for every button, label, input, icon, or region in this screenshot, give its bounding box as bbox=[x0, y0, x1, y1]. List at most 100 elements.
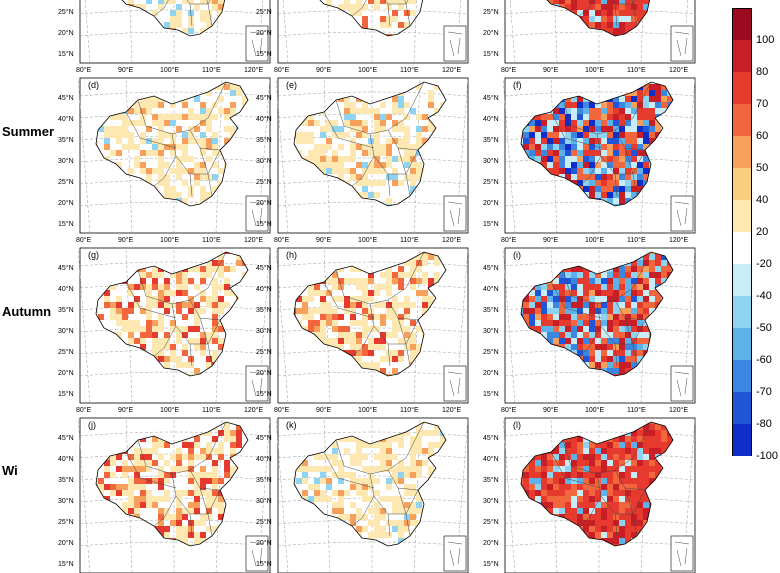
anomaly-cell bbox=[200, 10, 206, 16]
anomaly-cell bbox=[589, 10, 595, 16]
anomaly-cell bbox=[188, 138, 194, 144]
anomaly-cell bbox=[392, 278, 398, 284]
anomaly-cell bbox=[158, 356, 164, 362]
anomaly-cell bbox=[170, 168, 176, 174]
anomaly-cell bbox=[230, 108, 236, 114]
anomaly-cell bbox=[380, 344, 386, 350]
anomaly-cell bbox=[230, 266, 236, 272]
anomaly-cell bbox=[583, 150, 589, 156]
anomaly-cell bbox=[206, 332, 212, 338]
anomaly-cell bbox=[158, 132, 164, 138]
anomaly-cell bbox=[625, 10, 631, 16]
anomaly-cell bbox=[158, 344, 164, 350]
anomaly-cell bbox=[637, 174, 643, 180]
anomaly-cell bbox=[619, 174, 625, 180]
anomaly-cell bbox=[607, 150, 613, 156]
anomaly-cell bbox=[188, 0, 194, 4]
anomaly-cell bbox=[338, 156, 344, 162]
anomaly-cell bbox=[607, 10, 613, 16]
anomaly-cell bbox=[583, 114, 589, 120]
anomaly-cell bbox=[559, 162, 565, 168]
anomaly-cell bbox=[332, 308, 338, 314]
anomaly-cell bbox=[577, 168, 583, 174]
latitude-label: 15°N bbox=[58, 390, 74, 398]
longitude-label: 100°E bbox=[358, 236, 377, 244]
anomaly-cell bbox=[577, 162, 583, 168]
anomaly-cell bbox=[128, 144, 134, 150]
anomaly-cell bbox=[410, 320, 416, 326]
anomaly-cell bbox=[212, 278, 218, 284]
anomaly-cell bbox=[116, 320, 122, 326]
anomaly-cell bbox=[338, 162, 344, 168]
anomaly-cell bbox=[212, 320, 218, 326]
anomaly-cell bbox=[398, 144, 404, 150]
anomaly-cell bbox=[344, 120, 350, 126]
anomaly-cell bbox=[571, 120, 577, 126]
anomaly-cell bbox=[565, 126, 571, 132]
anomaly-cell bbox=[170, 22, 176, 28]
anomaly-cell bbox=[200, 0, 206, 4]
anomaly-cell bbox=[619, 4, 625, 10]
anomaly-cell bbox=[134, 326, 140, 332]
anomaly-cell bbox=[637, 126, 643, 132]
anomaly-cell bbox=[553, 0, 559, 4]
anomaly-cell bbox=[655, 126, 661, 132]
south-china-sea-inset bbox=[671, 196, 693, 231]
anomaly-cell bbox=[601, 168, 607, 174]
anomaly-cell bbox=[655, 102, 661, 108]
latitude-label: 20°N bbox=[256, 369, 272, 377]
anomaly-cell bbox=[374, 150, 380, 156]
anomaly-cell bbox=[380, 22, 386, 28]
anomaly-cell bbox=[104, 302, 110, 308]
anomaly-cell bbox=[194, 368, 200, 374]
anomaly-cell bbox=[170, 0, 176, 4]
anomaly-cell bbox=[200, 186, 206, 192]
anomaly-cell bbox=[571, 0, 577, 4]
anomaly-cell bbox=[332, 168, 338, 174]
anomaly-cell bbox=[362, 4, 368, 10]
anomaly-cell bbox=[368, 0, 374, 4]
anomaly-cell bbox=[368, 108, 374, 114]
anomaly-cell bbox=[547, 132, 553, 138]
anomaly-cell bbox=[613, 198, 619, 204]
anomaly-cell bbox=[428, 278, 434, 284]
anomaly-cell bbox=[637, 10, 643, 16]
anomaly-cell bbox=[398, 180, 404, 186]
longitude-label: 90°E bbox=[316, 406, 332, 414]
anomaly-cell bbox=[559, 120, 565, 126]
latitude-label: 45°N bbox=[483, 94, 499, 102]
anomaly-cell bbox=[344, 156, 350, 162]
anomaly-cell bbox=[595, 120, 601, 126]
anomaly-cell bbox=[338, 338, 344, 344]
anomaly-cell bbox=[368, 192, 374, 198]
anomaly-cell bbox=[326, 302, 332, 308]
anomaly-cell bbox=[529, 126, 535, 132]
anomaly-cell bbox=[559, 156, 565, 162]
anomaly-cell bbox=[206, 120, 212, 126]
anomaly-cell bbox=[182, 362, 188, 368]
anomaly-cell bbox=[296, 132, 302, 138]
anomaly-cell bbox=[308, 150, 314, 156]
anomaly-cell bbox=[362, 296, 368, 302]
anomaly-cell bbox=[308, 308, 314, 314]
anomaly-cell bbox=[589, 4, 595, 10]
anomaly-cell bbox=[170, 132, 176, 138]
anomaly-cell bbox=[613, 120, 619, 126]
anomaly-cell bbox=[625, 132, 631, 138]
anomaly-cell bbox=[577, 0, 583, 4]
anomaly-cell bbox=[404, 296, 410, 302]
anomaly-cell bbox=[218, 338, 224, 344]
longitude-label: 110°E bbox=[400, 236, 419, 244]
anomaly-cell bbox=[392, 272, 398, 278]
anomaly-cell bbox=[410, 0, 416, 4]
anomaly-cell bbox=[631, 114, 637, 120]
anomaly-cell bbox=[176, 174, 182, 180]
anomaly-cell bbox=[404, 308, 410, 314]
anomaly-cell bbox=[164, 362, 170, 368]
anomaly-cell bbox=[200, 174, 206, 180]
anomaly-cell bbox=[619, 28, 625, 34]
anomaly-cell bbox=[182, 326, 188, 332]
latitude-label: 45°N bbox=[58, 94, 74, 102]
anomaly-cell bbox=[200, 278, 206, 284]
